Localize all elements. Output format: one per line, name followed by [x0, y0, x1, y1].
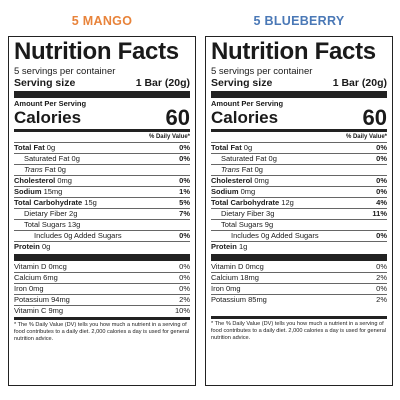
vitamin-row: Iron 0mg 0%: [14, 283, 190, 293]
vitamin-row: Vitamin C 9mg 10%: [14, 305, 190, 315]
serving-size-row: Serving size 1 Bar (20g): [14, 77, 190, 89]
vitamin-row: Iron 0mg 0%: [211, 283, 387, 293]
nutrient-row: Total Fat 0g 0%: [14, 142, 190, 152]
vitamin-row: Calcium 18mg 2%: [211, 272, 387, 282]
vitamin-row: Calcium 6mg 0%: [14, 272, 190, 282]
divider-medium: [211, 316, 387, 319]
flavor-label-mango: 5 MANGO: [71, 14, 133, 28]
divider-thick: [14, 91, 190, 98]
vitamin-row: Potassium 94mg 2%: [14, 294, 190, 304]
nutrient-row: Cholesterol 0mg 0%: [211, 175, 387, 185]
servings-per-container: 5 servings per container: [211, 66, 313, 77]
divider-thick: [211, 91, 387, 98]
flavor-label-blueberry: 5 BLUEBERRY: [253, 14, 345, 28]
nutrient-row: Dietary Fiber 3g 11%: [211, 208, 387, 219]
serving-size-label: Serving size: [211, 77, 273, 89]
calories-value: 60: [362, 105, 387, 130]
nutrient-row: Total Carbohydrate 12g 4%: [211, 197, 387, 207]
divider-thick: [14, 254, 190, 261]
amount-per-serving: Amount Per Serving: [211, 99, 284, 108]
nutrient-row: Saturated Fat 0g 0%: [211, 153, 387, 164]
vitamin-row: Vitamin D 0mcg 0%: [14, 262, 190, 271]
vitamin-row: Potassium 85mg 2%: [211, 294, 387, 304]
nutrient-row: Dietary Fiber 2g 7%: [14, 208, 190, 219]
nutrient-row: Total Sugars 9g: [211, 219, 387, 230]
divider-medium: [14, 129, 190, 132]
divider-medium: [211, 129, 387, 132]
divider-thick: [211, 254, 387, 261]
calories-value: 60: [165, 105, 190, 130]
servings-per-container: 5 servings per container: [14, 66, 116, 77]
panel-title: Nutrition Facts: [14, 38, 179, 65]
nutrient-row: Trans Fat 0g: [14, 164, 190, 175]
calories-label: Calories: [211, 108, 279, 127]
nutrient-row: Includes 0g Added Sugars 0%: [14, 230, 190, 241]
serving-size-label: Serving size: [14, 77, 76, 89]
calories-label: Calories: [14, 108, 82, 127]
nutrient-row: Protein 1g: [211, 241, 387, 252]
nutrient-row: Total Sugars 13g: [14, 219, 190, 230]
footnote: * The % Daily Value (DV) tells you how m…: [211, 321, 387, 341]
vitamin-row: Vitamin D 0mcg 0%: [211, 262, 387, 271]
nutrient-row: Total Fat 0g 0%: [211, 142, 387, 152]
nutrition-panel-mango: Nutrition Facts 5 servings per container…: [8, 36, 196, 386]
serving-size-value: 1 Bar (20g): [135, 77, 190, 89]
nutrient-row: Saturated Fat 0g 0%: [14, 153, 190, 164]
nutrient-row: Sodium 15mg 1%: [14, 186, 190, 196]
divider-medium: [14, 317, 190, 320]
daily-value-header: % Daily Value*: [345, 134, 387, 140]
nutrient-row: Total Carbohydrate 15g 5%: [14, 197, 190, 207]
calories-row: Calories 60: [211, 105, 387, 130]
serving-size-row: Serving size 1 Bar (20g): [211, 77, 387, 89]
daily-value-header: % Daily Value*: [148, 134, 190, 140]
nutrient-row: Trans Fat 0g: [211, 164, 387, 175]
amount-per-serving: Amount Per Serving: [14, 99, 87, 108]
nutrient-row: Protein 0g: [14, 241, 190, 252]
nutrient-row: Cholesterol 0mg 0%: [14, 175, 190, 185]
nutrient-row: Sodium 0mg 0%: [211, 186, 387, 196]
nutrition-panel-blueberry: Nutrition Facts 5 servings per container…: [205, 36, 393, 386]
serving-size-value: 1 Bar (20g): [332, 77, 387, 89]
vitamin-row-empty: [211, 305, 387, 315]
nutrient-row: Includes 0g Added Sugars 0%: [211, 230, 387, 241]
footnote: * The % Daily Value (DV) tells you how m…: [14, 322, 190, 342]
panel-title: Nutrition Facts: [211, 38, 376, 65]
calories-row: Calories 60: [14, 105, 190, 130]
